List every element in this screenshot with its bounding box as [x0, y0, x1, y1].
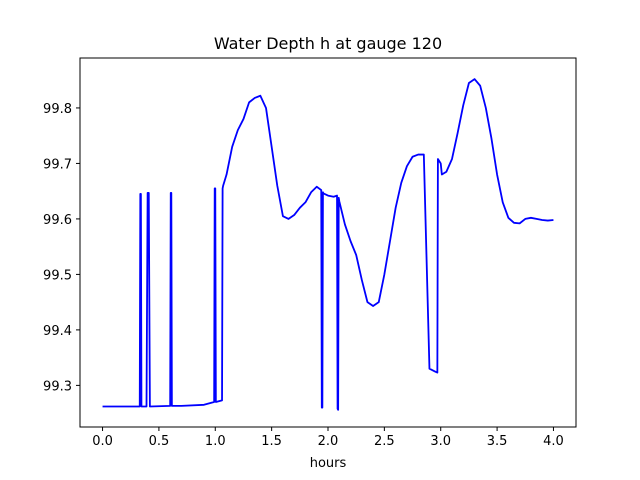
- x-tick-label: 3.0: [430, 434, 451, 449]
- x-tick-label: 3.5: [487, 434, 508, 449]
- x-axis: 0.0 0.5 1.0 1.5 2.0 2.5 3.0 3.5 4.0: [92, 427, 564, 449]
- x-tick-label: 0.5: [149, 434, 170, 449]
- chart-title: Water Depth h at gauge 120: [214, 34, 442, 53]
- y-tick-label: 99.7: [43, 157, 72, 172]
- x-tick-label: 0.0: [92, 434, 113, 449]
- x-tick-label: 2.0: [318, 434, 339, 449]
- y-tick-label: 99.5: [43, 268, 72, 283]
- x-tick-label: 1.5: [261, 434, 282, 449]
- x-tick-label: 4.0: [543, 434, 564, 449]
- x-tick-label: 1.0: [205, 434, 226, 449]
- plot-area: [102, 78, 554, 411]
- x-axis-label: hours: [310, 456, 347, 471]
- x-tick-label: 2.5: [374, 434, 395, 449]
- y-axis: 99.3 99.4 99.5 99.6 99.7 99.8: [43, 102, 80, 394]
- y-tick-label: 99.4: [43, 324, 72, 339]
- y-tick-label: 99.8: [43, 102, 72, 117]
- series-line-0: [102, 78, 554, 411]
- y-tick-label: 99.6: [43, 213, 72, 228]
- y-tick-label: 99.3: [43, 379, 72, 394]
